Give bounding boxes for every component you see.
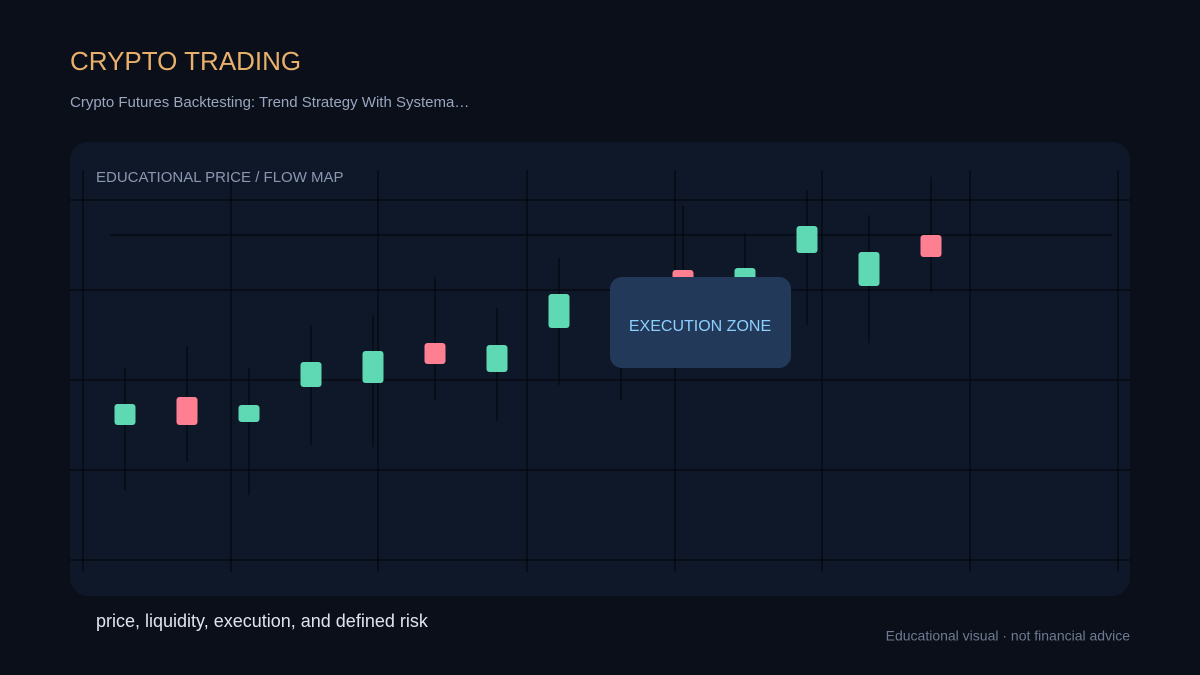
candle-body xyxy=(238,405,260,422)
candle-body xyxy=(176,397,198,425)
candle-body xyxy=(486,345,508,372)
chart-panel xyxy=(70,142,1130,596)
candle-body xyxy=(362,351,384,383)
caption: price, liquidity, execution, and defined… xyxy=(96,611,429,631)
annotation-box xyxy=(610,277,791,368)
subtitle: Crypto Futures Backtesting: Trend Strate… xyxy=(70,94,469,111)
candle-body xyxy=(424,343,446,364)
candle-body xyxy=(300,362,322,387)
footer: Educational visual · not financial advic… xyxy=(886,628,1131,644)
title: CRYPTO TRADING xyxy=(70,46,301,76)
grid xyxy=(70,170,1130,572)
candle-body xyxy=(548,294,570,328)
candle-body xyxy=(114,404,136,425)
candle-body xyxy=(920,235,942,257)
candle-body xyxy=(858,252,880,286)
chart-label: EDUCATIONAL PRICE / FLOW MAP xyxy=(96,169,344,186)
annotation: EXECUTION ZONE xyxy=(629,318,771,335)
candle-body xyxy=(796,226,818,253)
